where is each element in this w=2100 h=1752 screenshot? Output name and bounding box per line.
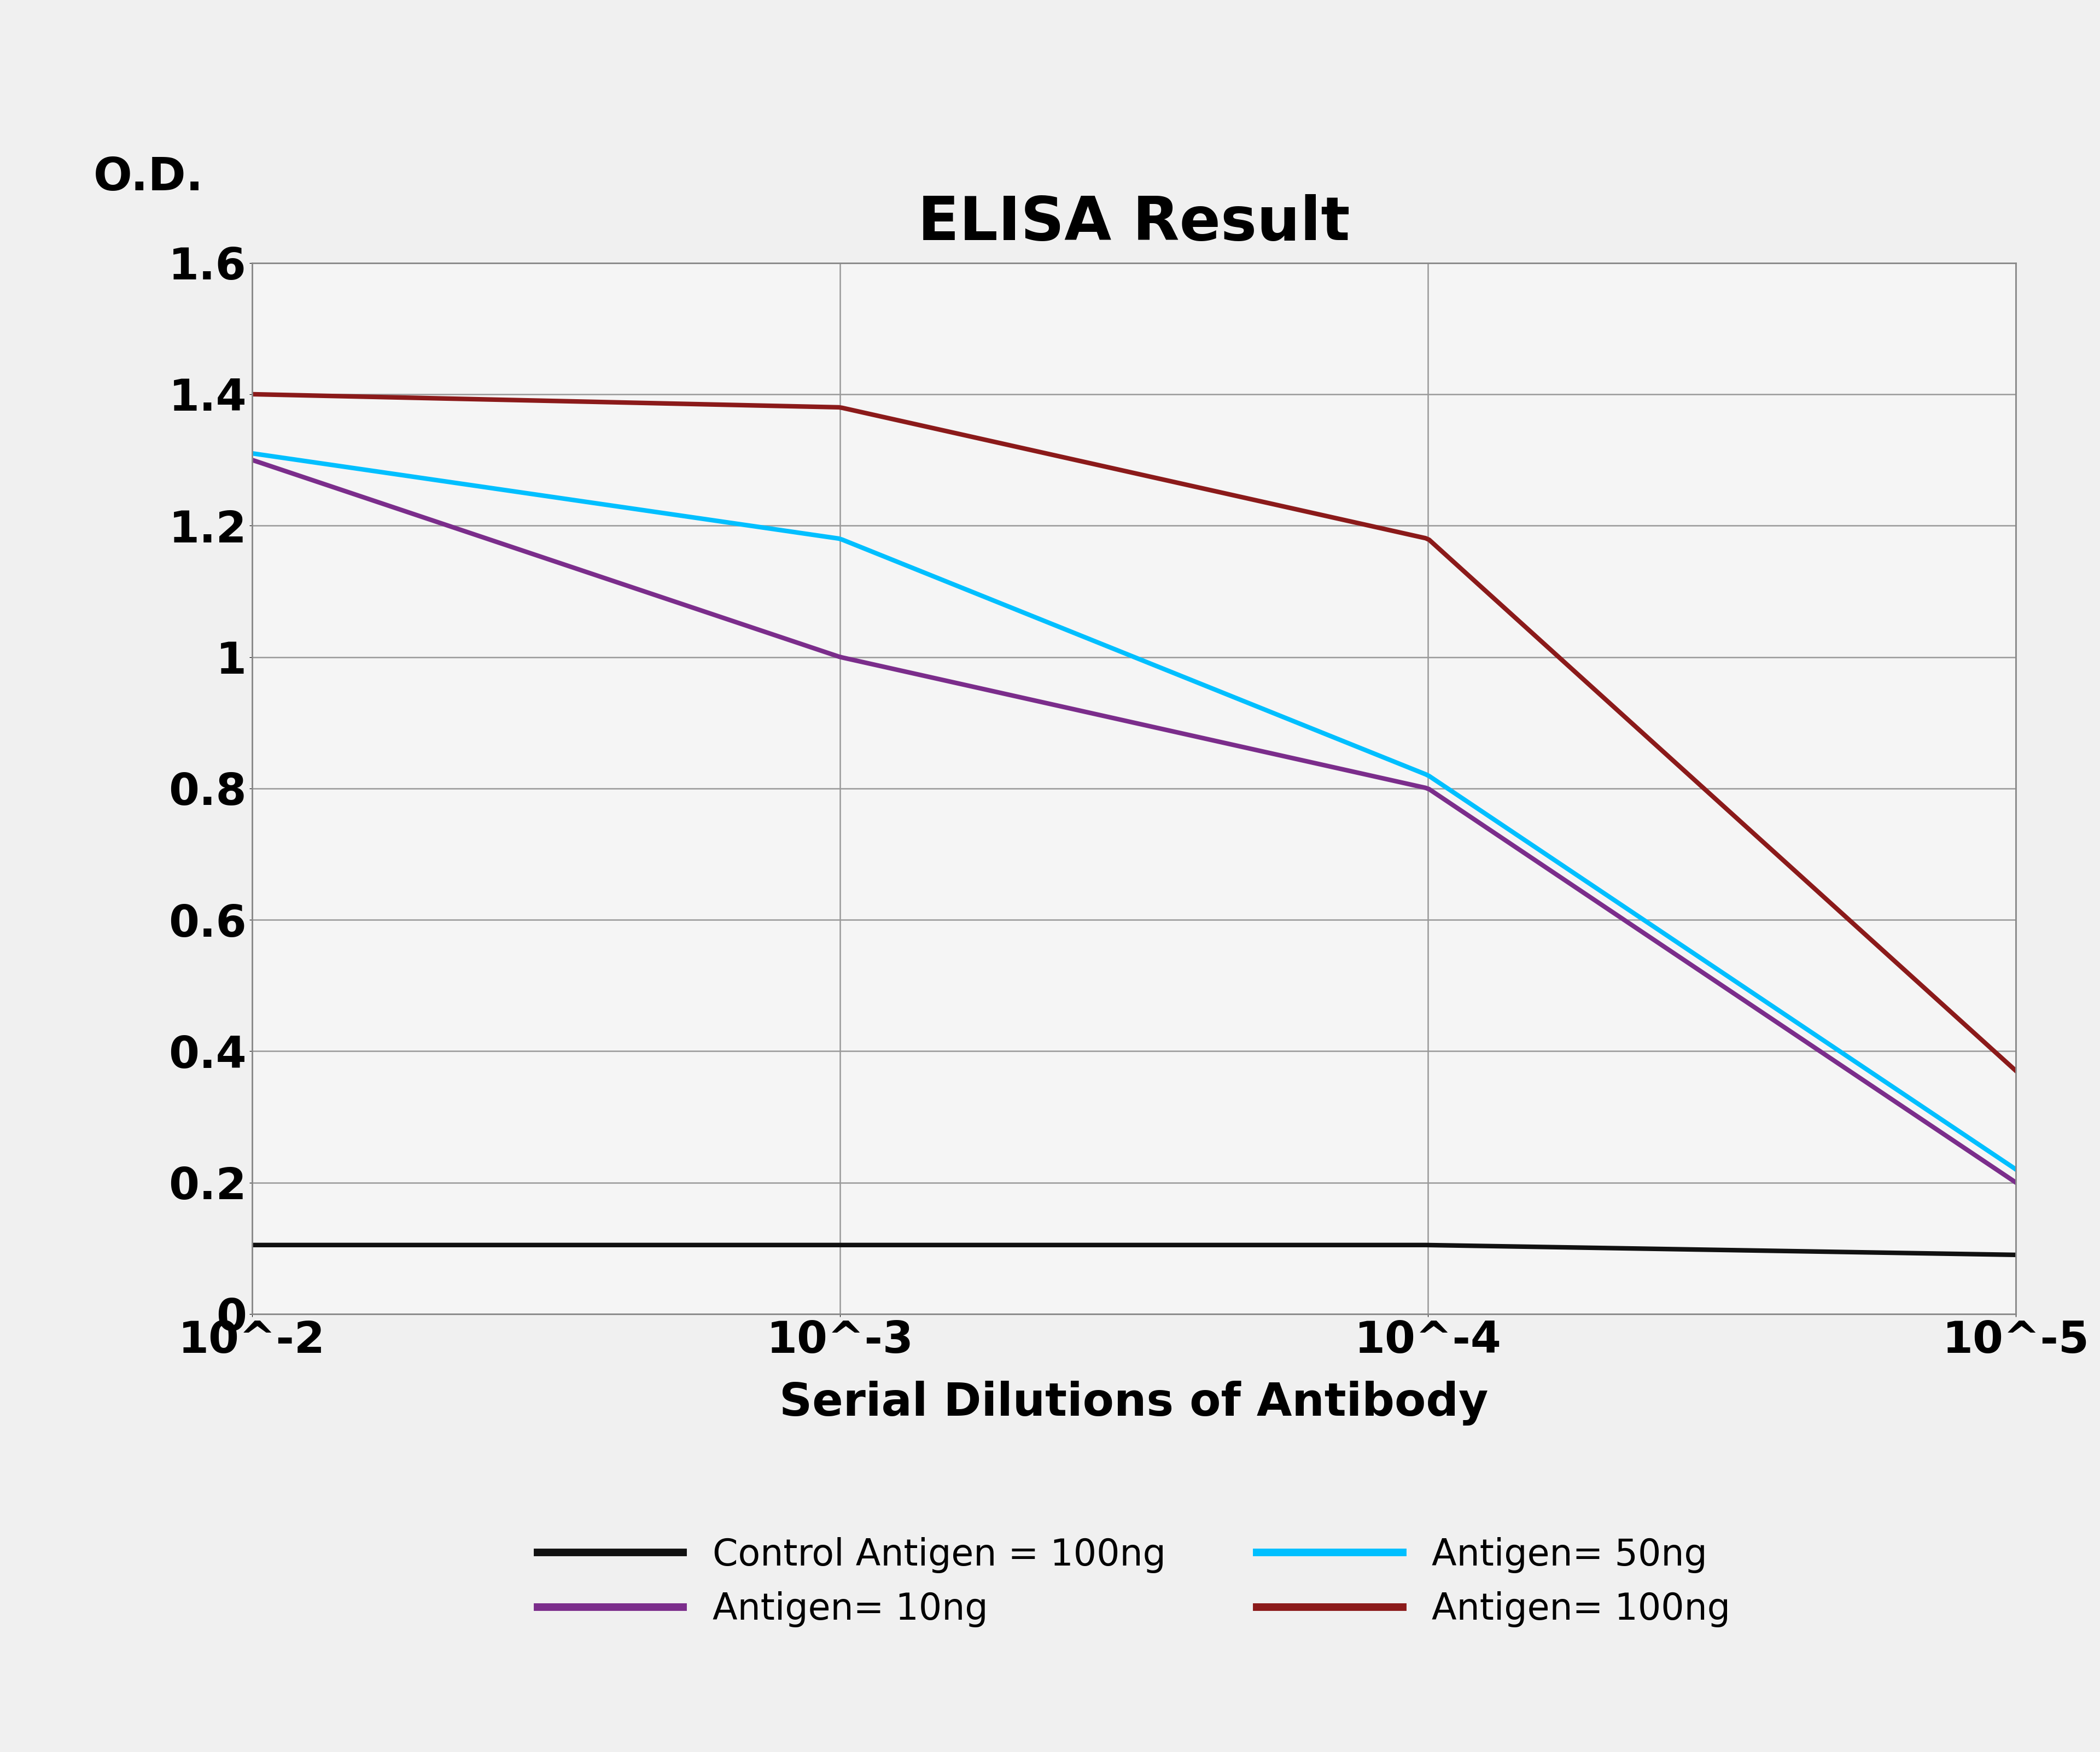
Antigen= 50ng [1155,661,1180,682]
Line: Antigen= 10ng: Antigen= 10ng [252,461,2016,1183]
Text: O.D.: O.D. [92,156,204,200]
Control Antigen = 100ng [1046,1235,1071,1256]
Line: Control Antigen = 100ng: Control Antigen = 100ng [252,1246,2016,1254]
Antigen= 50ng [953,578,979,599]
Antigen= 10ng [281,464,307,485]
Antigen= 50ng [1048,617,1073,638]
Antigen= 100ng [953,426,979,447]
Control Antigen = 100ng [1151,1235,1176,1256]
Antigen= 50ng [559,489,584,510]
Antigen= 50ng [281,449,307,470]
Control Antigen = 100ng [279,1235,304,1256]
Antigen= 100ng [1048,447,1073,468]
Antigen= 10ng [559,555,584,576]
X-axis label: Serial Dilutions of Antibody: Serial Dilutions of Antibody [779,1381,1489,1426]
Control Antigen = 100ng [949,1235,974,1256]
Control Antigen = 100ng [2003,1244,2029,1265]
Control Antigen = 100ng [239,1235,265,1256]
Title: ELISA Result: ELISA Result [918,194,1350,252]
Antigen= 10ng [953,675,979,696]
Antigen= 100ng [2003,1060,2029,1081]
Antigen= 10ng [1155,720,1180,741]
Antigen= 100ng [1155,470,1180,491]
Antigen= 100ng [559,391,584,412]
Antigen= 100ng [239,384,265,405]
Antigen= 100ng [1166,473,1191,494]
Antigen= 10ng [239,450,265,471]
Antigen= 50ng [2003,1160,2029,1181]
Antigen= 10ng [1166,722,1191,743]
Antigen= 10ng [2003,1172,2029,1193]
Control Antigen = 100ng [1413,1235,1438,1256]
Line: Antigen= 100ng: Antigen= 100ng [252,394,2016,1070]
Legend: Control Antigen = 100ng, Antigen= 10ng, Antigen= 50ng, Antigen= 100ng: Control Antigen = 100ng, Antigen= 10ng, … [502,1500,1766,1664]
Antigen= 100ng [281,385,307,406]
Antigen= 10ng [1048,696,1073,717]
Antigen= 50ng [1166,664,1191,685]
Antigen= 50ng [239,443,265,464]
Control Antigen = 100ng [1161,1235,1186,1256]
Line: Antigen= 50ng: Antigen= 50ng [252,454,2016,1170]
Control Antigen = 100ng [554,1235,580,1256]
